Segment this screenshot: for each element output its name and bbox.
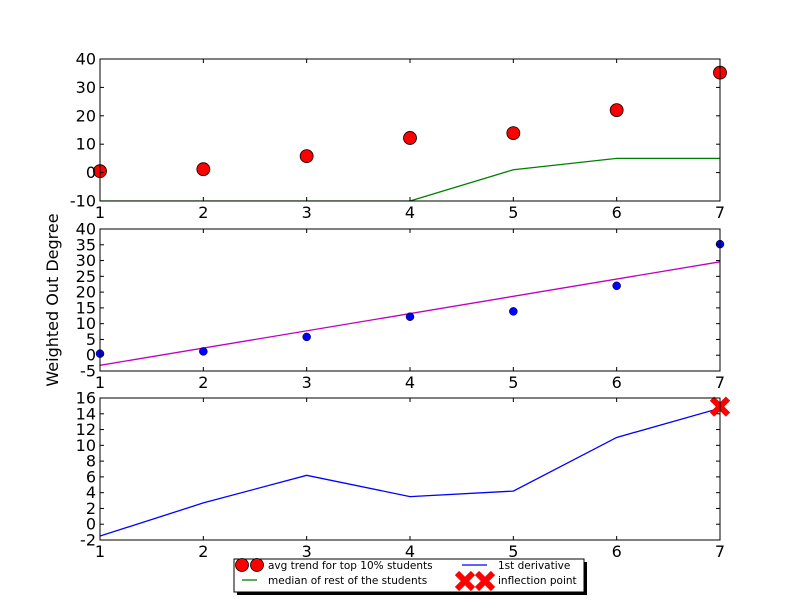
panel-3-y-tick-label: 14 xyxy=(76,404,96,423)
panel-1-line-1 xyxy=(100,157,720,201)
panel-2-x-tick-label: 3 xyxy=(302,373,312,392)
panel-2-x-tick-label: 2 xyxy=(198,373,208,392)
legend-label: inflection point xyxy=(498,575,577,587)
panel-2-y-tick-label: 40 xyxy=(76,220,96,239)
legend-entry-3: 1st derivative xyxy=(462,560,570,572)
panel-2-point xyxy=(405,312,415,321)
panel-2-x-tick-label: 4 xyxy=(405,373,415,392)
panel-3-x-tick-label: 1 xyxy=(95,542,105,561)
y-axis-label: Weighted Out Degree xyxy=(43,213,62,386)
panel-3-x-tick-label: 3 xyxy=(302,542,312,561)
panel-1-point xyxy=(506,126,521,141)
panel-3-y-tick-label: 16 xyxy=(76,389,96,408)
panel-3-y-tick-label: 4 xyxy=(86,483,96,502)
panel-1-y-tick-label: -10 xyxy=(70,192,96,211)
panel-2-point xyxy=(509,307,518,316)
panel-2-y-tick-label: 35 xyxy=(76,235,96,254)
panel-3-y-tick-label: -2 xyxy=(80,531,96,550)
panel-2-x-tick-label: 5 xyxy=(508,373,518,392)
panel-3-y-tick-label: 6 xyxy=(86,467,96,486)
panel-2-point xyxy=(199,347,208,356)
panel-2-y-tick-label: 20 xyxy=(76,283,96,302)
panel-1-y-tick-label: 0 xyxy=(86,163,96,182)
panel-2-x-tick-label: 6 xyxy=(612,373,622,392)
panel-1-x-tick-label: 6 xyxy=(612,203,622,222)
panel-3-x-tick-label: 4 xyxy=(405,542,415,561)
panel-2-point xyxy=(612,281,621,291)
legend-label: median of rest of the students xyxy=(268,575,427,587)
panel-1-point xyxy=(609,103,624,118)
panel-3-x-tick-label: 2 xyxy=(198,542,208,561)
panel-1-x-tick-label: 3 xyxy=(302,203,312,222)
panel-1-point xyxy=(403,131,417,145)
panel-2-y-tick-label: 5 xyxy=(86,330,96,349)
panel-2-y-tick-label: 30 xyxy=(76,251,96,270)
panel-3-x-tick-label: 5 xyxy=(508,542,518,561)
panel-2-y-tick-label: -5 xyxy=(80,362,96,381)
panel-2-y-tick-label: 10 xyxy=(76,314,96,333)
legend-entry-4: inflection point xyxy=(454,570,577,592)
legend-entry-1: avg trend for top 10% students xyxy=(235,558,433,572)
panel-1-y-tick-label: 20 xyxy=(76,106,96,125)
panel-1-point xyxy=(299,149,314,164)
panel-1-x-tick-label: 2 xyxy=(198,203,208,222)
panel-1-point xyxy=(196,162,211,177)
panel-1-x-tick-label: 7 xyxy=(715,203,725,222)
panel-3-y-tick-label: 0 xyxy=(86,515,96,534)
panel-2-point xyxy=(302,332,311,342)
panel-3-y-tick-label: 8 xyxy=(86,452,96,471)
panel-1-y-tick-label: 10 xyxy=(76,135,96,154)
panel-3-x-tick-label: 6 xyxy=(612,542,622,561)
panel-3-y-tick-label: 10 xyxy=(76,436,96,455)
panel-1-x-tick-label: 1 xyxy=(95,203,105,222)
legend-label: avg trend for top 10% students xyxy=(268,560,433,572)
panel-1-y-tick-label: 30 xyxy=(76,78,96,97)
panel-3-y-tick-label: 12 xyxy=(76,420,96,439)
panel-2-y-tick-label: 0 xyxy=(86,346,96,365)
legend-label: 1st derivative xyxy=(498,560,570,572)
panel-2-y-tick-label: 25 xyxy=(76,267,96,286)
panel-3-line-0 xyxy=(100,407,720,537)
panel-2-x-tick-label: 1 xyxy=(95,373,105,392)
legend: avg trend for top 10% students median of … xyxy=(233,558,587,595)
legend-entry-2: median of rest of the students xyxy=(242,575,427,587)
panel-1-x-tick-label: 5 xyxy=(508,203,518,222)
panel-3-x-tick-label: 7 xyxy=(715,542,725,561)
panel-1-y-tick-label: 40 xyxy=(76,50,96,69)
panel-2-y-tick-label: 15 xyxy=(76,298,96,317)
panel-1: 1 2 3 4 5 6 7 -10 0 10 20 30 40 xyxy=(70,50,727,222)
panel-2-x-tick-label: 7 xyxy=(715,373,725,392)
panel-1-x-tick-label: 4 xyxy=(405,203,415,222)
panel-3-y-tick-label: 2 xyxy=(86,499,96,518)
